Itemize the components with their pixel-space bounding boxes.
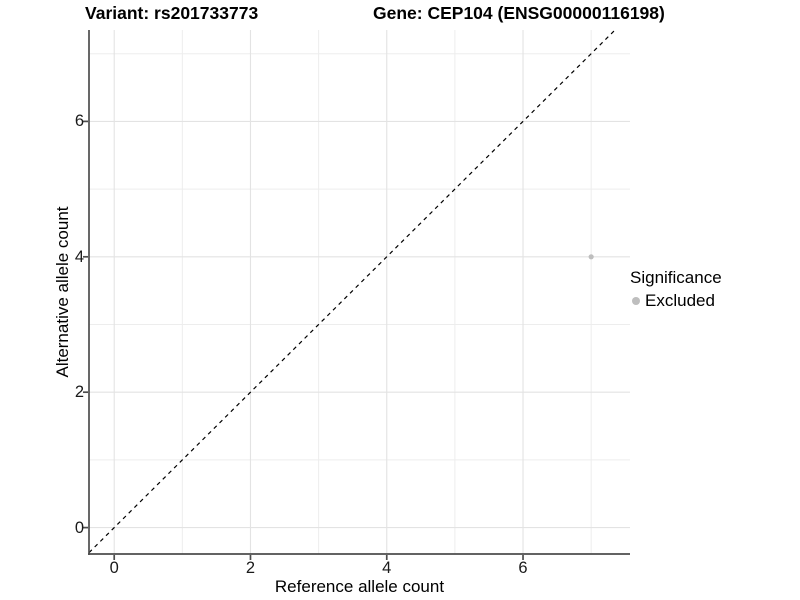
y-axis-title: Alternative allele count — [53, 206, 72, 378]
legend-entry-label: Excluded — [645, 291, 715, 310]
y-tick-label: 6 — [74, 112, 84, 131]
legend: Significance Excluded — [630, 268, 722, 311]
legend-entry-excluded: Excluded — [630, 291, 722, 311]
data-point — [588, 254, 594, 260]
x-tick-label: 4 — [382, 559, 392, 577]
identity-reference-line — [88, 29, 616, 554]
x-tick-label: 0 — [109, 559, 119, 577]
x-tick-label: 2 — [245, 559, 256, 577]
y-tick-label: 2 — [74, 383, 84, 402]
legend-title: Significance — [630, 268, 722, 287]
plot-title-gene: Gene: CEP104 (ENSG00000116198) — [373, 3, 665, 23]
legend-point-icon — [632, 297, 640, 305]
x-tick-label: 6 — [518, 559, 528, 577]
y-tick-label: 0 — [74, 518, 84, 537]
x-axis-title: Reference allele count — [274, 577, 445, 596]
y-tick-label: 4 — [74, 247, 84, 266]
plot-title-variant: Variant: rs201733773 — [85, 3, 259, 23]
